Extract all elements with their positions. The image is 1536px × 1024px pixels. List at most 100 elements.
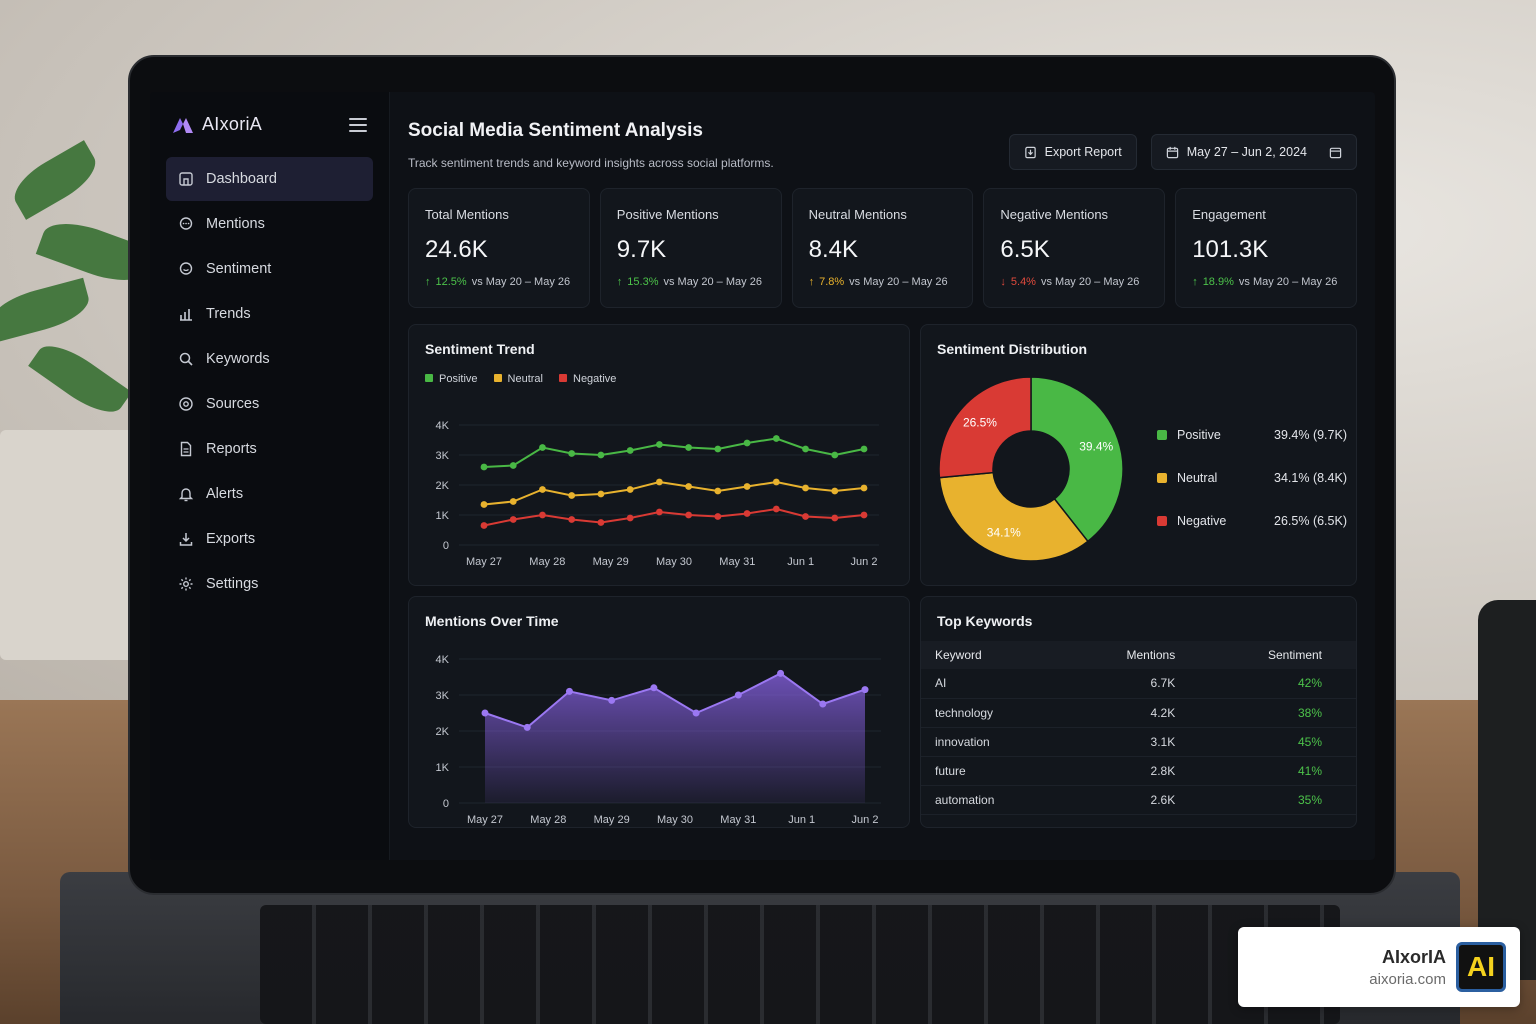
data-point-neutral[interactable] (743, 483, 751, 490)
sidebar-item-exports[interactable]: Exports (166, 517, 373, 561)
column-header-keyword[interactable]: Keyword (921, 641, 1064, 669)
legend-item-positive[interactable]: Positive (425, 373, 478, 385)
data-point-positive[interactable] (568, 450, 576, 457)
data-point-negative[interactable] (626, 514, 634, 522)
data-point-positive[interactable] (714, 445, 722, 453)
hamburger-menu-icon[interactable] (349, 117, 367, 132)
data-point-neutral[interactable] (568, 492, 576, 499)
column-header-mentions[interactable]: Mentions (1063, 641, 1190, 669)
mentions-cell: 3.1K (1063, 727, 1190, 757)
data-point-neutral[interactable] (480, 501, 488, 508)
stat-compare: vs May 20 – May 26 (663, 276, 762, 288)
stat-card-total-mentions[interactable]: Total Mentions 24.6K ↑ 12.5% vs May 20 – May… (408, 188, 590, 308)
data-point-mentions[interactable] (481, 709, 489, 717)
data-point-positive[interactable] (860, 445, 868, 453)
data-point-neutral[interactable] (714, 487, 722, 495)
sidebar-item-mentions[interactable]: Mentions (166, 202, 373, 246)
data-point-mentions[interactable] (523, 723, 531, 731)
data-point-negative[interactable] (480, 522, 488, 529)
sidebar-item-reports[interactable]: Reports (166, 427, 373, 471)
data-point-mentions[interactable] (650, 684, 658, 692)
data-point-mentions[interactable] (608, 696, 616, 704)
data-point-positive[interactable] (743, 439, 751, 447)
stat-card-neutral-mentions[interactable]: Neutral Mentions 8.4K ↑ 7.8% vs May 20 – May… (791, 188, 974, 308)
export-report-button[interactable]: Export Report (1008, 134, 1137, 170)
data-point-neutral[interactable] (539, 486, 546, 493)
data-point-negative[interactable] (802, 513, 809, 520)
legend-item-negative[interactable]: Negative (559, 373, 616, 385)
sentiment-trend-card: Sentiment Trend Positive Neutral Negative … (408, 324, 910, 586)
data-point-negative[interactable] (772, 505, 780, 513)
distribution-legend-negative[interactable]: Negative 26.5% (6.5K) (1157, 499, 1347, 542)
data-point-negative[interactable] (714, 513, 722, 520)
data-point-neutral[interactable] (831, 487, 839, 495)
data-point-positive[interactable] (509, 462, 517, 469)
sidebar-item-alerts[interactable]: Alerts (166, 472, 373, 516)
sidebar-item-trends[interactable]: Trends (166, 292, 373, 336)
data-point-positive[interactable] (597, 451, 605, 459)
data-point-negative[interactable] (743, 510, 751, 517)
donut-slice-neutral[interactable] (938, 471, 1089, 562)
table-row[interactable]: innovation 3.1K 45% (921, 727, 1356, 757)
sidebar-item-settings[interactable]: Settings (166, 562, 373, 606)
data-point-neutral[interactable] (626, 486, 634, 493)
data-point-neutral[interactable] (597, 490, 605, 498)
data-point-positive[interactable] (480, 463, 488, 471)
sidebar: AIxoriA Dashboard Mentions Sentiment Trends… (150, 92, 390, 860)
data-point-negative[interactable] (831, 514, 839, 522)
distribution-legend-neutral[interactable]: Neutral 34.1% (8.4K) (1157, 456, 1347, 499)
sidebar-item-keywords[interactable]: Keywords (166, 337, 373, 381)
legend-label: Positive (1177, 427, 1221, 442)
sidebar-item-dashboard[interactable]: Dashboard (166, 157, 373, 201)
data-point-positive[interactable] (655, 441, 663, 448)
data-point-mentions[interactable] (861, 686, 869, 694)
brand[interactable]: AIxoriA (172, 114, 367, 135)
data-point-mentions[interactable] (692, 709, 700, 717)
sidebar-item-sources[interactable]: Sources (166, 382, 373, 426)
data-point-positive[interactable] (831, 451, 839, 459)
y-tick-label: 1K (436, 762, 450, 774)
data-point-mentions[interactable] (777, 669, 785, 677)
stat-card-engagement[interactable]: Engagement 101.3K ↑ 18.9% vs May 20 – May 26 (1175, 188, 1357, 308)
data-point-neutral[interactable] (685, 483, 693, 490)
data-point-positive[interactable] (626, 447, 634, 454)
stat-label: Engagement (1192, 207, 1266, 222)
y-tick-label: 2K (436, 480, 450, 492)
data-point-neutral[interactable] (509, 498, 517, 505)
data-point-positive[interactable] (685, 444, 693, 451)
mentions-over-time-title: Mentions Over Time (425, 613, 559, 629)
donut-slice-negative[interactable] (938, 376, 1032, 479)
data-point-positive[interactable] (539, 444, 546, 451)
data-point-neutral[interactable] (802, 484, 809, 492)
sidebar-item-sentiment[interactable]: Sentiment (166, 247, 373, 291)
table-row[interactable]: AI 6.7K 42% (921, 669, 1356, 699)
date-range-picker[interactable]: May 27 – Jun 2, 2024 (1150, 134, 1357, 170)
data-point-mentions[interactable] (734, 691, 742, 699)
data-point-negative[interactable] (539, 511, 546, 519)
data-point-mentions[interactable] (565, 687, 573, 695)
keyword-cell: technology (921, 698, 1064, 728)
data-point-neutral[interactable] (655, 478, 663, 486)
donut-slice-positive[interactable] (1030, 376, 1124, 543)
data-point-mentions[interactable] (819, 700, 827, 708)
data-point-positive[interactable] (802, 445, 809, 453)
table-row[interactable]: automation 2.6K 35% (921, 785, 1356, 815)
data-point-positive[interactable] (772, 435, 780, 442)
column-header-sentiment[interactable]: Sentiment (1189, 641, 1356, 669)
stat-card-positive-mentions[interactable]: Positive Mentions 9.7K ↑ 15.3% vs May 20 – M… (599, 188, 782, 308)
data-point-neutral[interactable] (772, 478, 780, 486)
keyboard (260, 905, 1340, 1024)
data-point-negative[interactable] (568, 516, 576, 523)
data-point-negative[interactable] (509, 516, 517, 523)
stat-card-negative-mentions[interactable]: Negative Mentions 6.5K ↓ 5.4% vs May 20 – Ma… (983, 188, 1166, 308)
table-row[interactable]: future 2.8K 41% (921, 756, 1356, 786)
data-point-negative[interactable] (597, 519, 605, 526)
arrow-up-icon: ↑ (1192, 276, 1198, 288)
legend-item-neutral[interactable]: Neutral (493, 373, 543, 385)
distribution-legend-positive[interactable]: Positive 39.4% (9.7K) (1157, 413, 1347, 456)
data-point-neutral[interactable] (860, 484, 868, 492)
data-point-negative[interactable] (860, 511, 868, 519)
data-point-negative[interactable] (655, 508, 663, 516)
data-point-negative[interactable] (685, 511, 693, 519)
table-row[interactable]: technology 4.2K 38% (921, 698, 1356, 728)
